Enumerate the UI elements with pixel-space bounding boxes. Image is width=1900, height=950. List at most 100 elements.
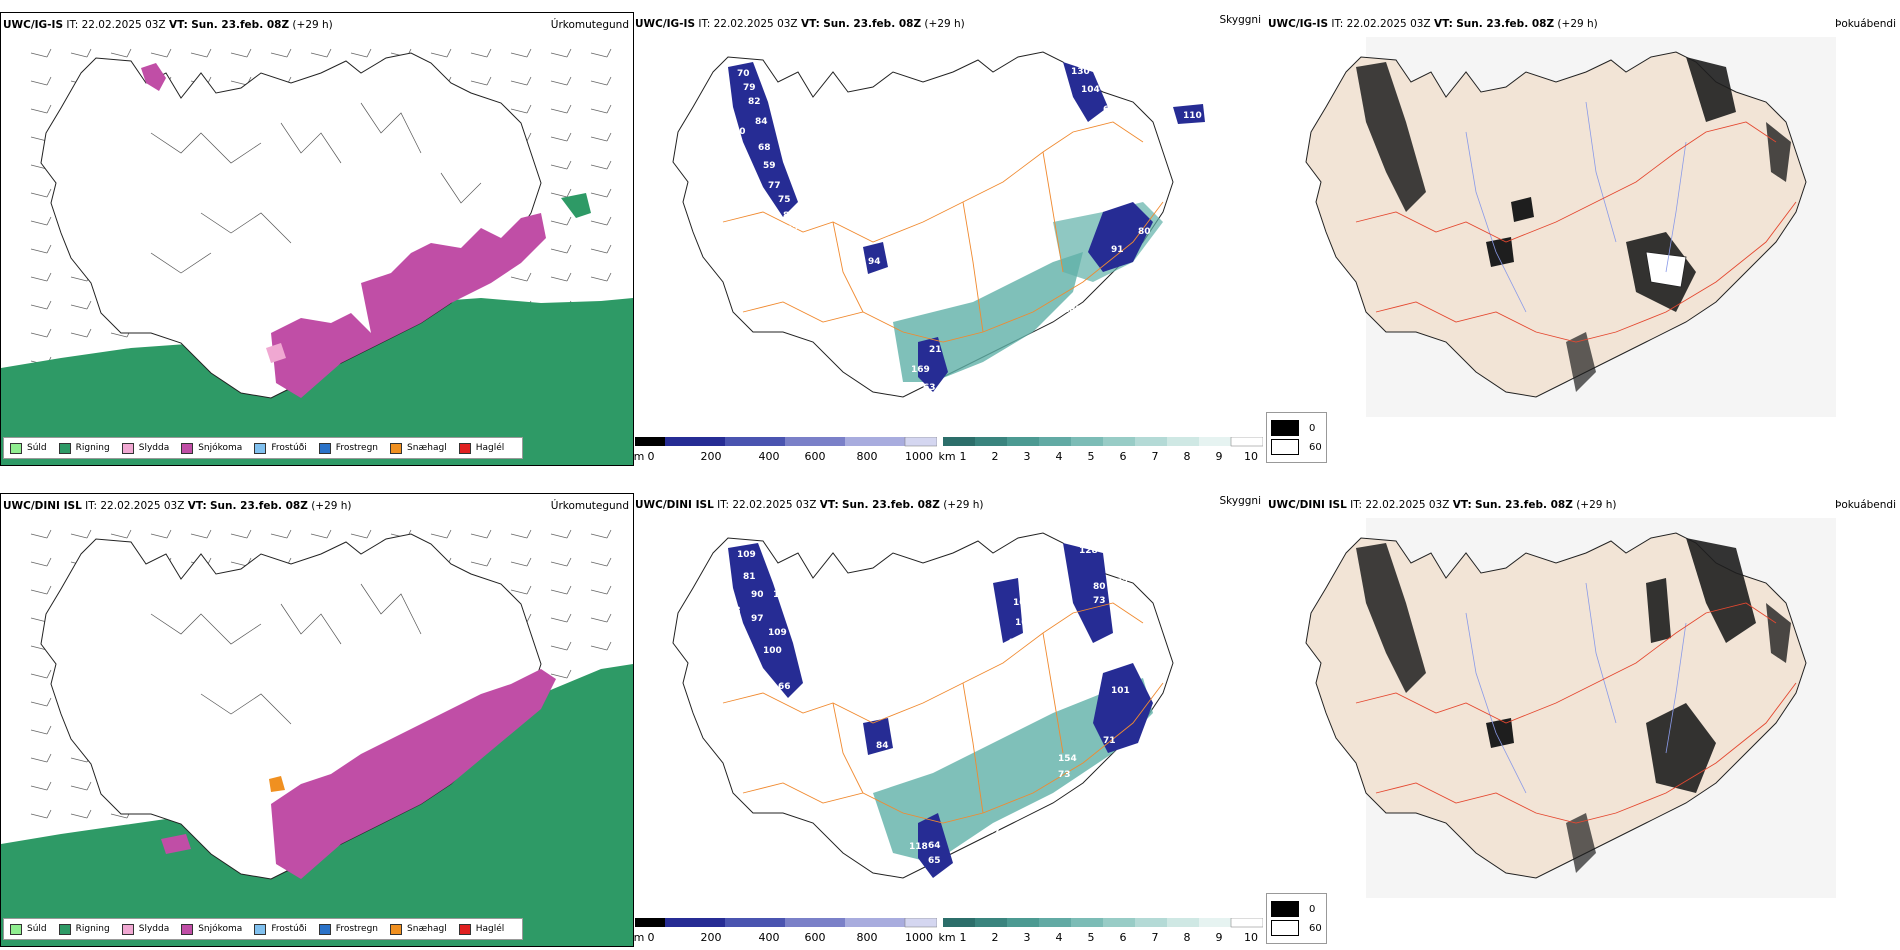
vis-label: 80 bbox=[1138, 227, 1151, 237]
fog-panel-top: UWC/IG-IS IT: 22.02.2025 03Z VT: Sun. 23… bbox=[1266, 12, 1900, 464]
cloud-base-gradient bbox=[635, 436, 938, 447]
legend-item-freezing-rain: Frostregn bbox=[318, 923, 378, 935]
wind-barb bbox=[30, 557, 52, 567]
legend-item-snow: Snjókoma bbox=[181, 923, 242, 935]
visibility-labels: 70 79 82 84 70 68 59 77 75 86 32 94 18 9… bbox=[733, 67, 1202, 393]
wind-barb bbox=[270, 48, 292, 58]
rain-area-east bbox=[561, 193, 591, 218]
wind-barb bbox=[510, 48, 532, 58]
roads bbox=[722, 121, 1164, 343]
legend-item-frost-drizzle: Frostúði bbox=[254, 442, 307, 454]
vis-label: 84 bbox=[876, 741, 889, 751]
cbar-tick: 6 bbox=[1119, 450, 1127, 463]
visibility-gradient bbox=[943, 436, 1264, 447]
cbar-tick: 800 bbox=[856, 931, 878, 944]
wind-barb bbox=[230, 48, 252, 58]
wind-barb bbox=[190, 48, 212, 58]
cbar-tick: 9 bbox=[1215, 931, 1223, 944]
wind-barb bbox=[150, 529, 172, 539]
vis-label: 91 bbox=[1111, 245, 1124, 255]
vis-label: 65 bbox=[928, 856, 941, 866]
vis-label: 60 bbox=[1143, 260, 1156, 270]
wind-barb bbox=[230, 529, 252, 539]
cloud-base-gradient bbox=[635, 917, 938, 928]
wind-barb bbox=[590, 557, 612, 567]
legend-item-hail: Haglél bbox=[458, 923, 504, 935]
wind-barb bbox=[470, 529, 492, 539]
vis-label: 104 bbox=[1081, 85, 1100, 95]
wind-barb bbox=[30, 585, 52, 595]
cloud-base-colorbar: m 0 200 400 600 800 1000 bbox=[634, 917, 938, 945]
wind-barb bbox=[510, 272, 532, 282]
cbar-tick: 2 bbox=[991, 450, 999, 463]
vis-label: 21 bbox=[929, 345, 942, 355]
wind-barb bbox=[590, 529, 612, 539]
vis-label: 75 bbox=[778, 195, 791, 205]
visibility-panel-bottom: UWC/DINI ISL IT: 22.02.2025 03Z VT: Sun.… bbox=[633, 493, 1265, 945]
wind-barb bbox=[30, 328, 52, 338]
vis-label: 73 bbox=[1093, 596, 1106, 606]
vis-label: 18 bbox=[1113, 621, 1126, 631]
wind-barb bbox=[310, 48, 332, 58]
fog-legend-item: 60 bbox=[1271, 439, 1322, 455]
wind-barb bbox=[30, 529, 52, 539]
wind-barb bbox=[470, 48, 492, 58]
fog-map bbox=[1305, 518, 1836, 898]
vis-label: 64 bbox=[928, 841, 941, 851]
wind-barb bbox=[550, 529, 572, 539]
wind-barb bbox=[350, 48, 372, 58]
wind-barb bbox=[110, 529, 132, 539]
wind-barb bbox=[590, 641, 612, 651]
cloud-ne bbox=[1063, 62, 1108, 122]
wind-barb bbox=[30, 216, 52, 226]
vis-label: 100 bbox=[763, 646, 782, 656]
vis-label: 109 bbox=[737, 550, 756, 560]
vis-label: 71 bbox=[1103, 736, 1116, 746]
fog-legend: 0 60 bbox=[1266, 893, 1327, 944]
vis-label: 110 bbox=[1183, 111, 1202, 121]
cbar-tick: 1000 bbox=[905, 931, 933, 944]
legend-item-snow: Snjókoma bbox=[181, 442, 242, 454]
vis-label: 18 bbox=[935, 257, 948, 267]
vis-label: 70 bbox=[733, 127, 746, 137]
wind-barb bbox=[590, 132, 612, 142]
wind-barb bbox=[70, 781, 92, 791]
wind-barb bbox=[510, 76, 532, 86]
wind-barb bbox=[590, 585, 612, 595]
vis-label: 61 bbox=[1143, 277, 1156, 287]
cbar-tick: 8 bbox=[1183, 931, 1191, 944]
wind-barb bbox=[590, 104, 612, 114]
legend-item-drizzle: Súld bbox=[10, 442, 47, 454]
fog-dark-areas bbox=[1356, 57, 1791, 392]
panel-title: UWC/IG-IS IT: 22.02.2025 03Z VT: Sun. 23… bbox=[1268, 18, 1598, 30]
cbar-tick: 1 bbox=[959, 450, 967, 463]
vis-label: 182 bbox=[1063, 305, 1082, 315]
cbar-tick: 800 bbox=[856, 450, 878, 463]
precip-map bbox=[1, 529, 633, 946]
roads bbox=[1355, 602, 1797, 824]
vis-label: 32 bbox=[786, 225, 799, 235]
wind-barb bbox=[550, 641, 572, 651]
cloud-e-offshore bbox=[1173, 104, 1205, 124]
snow-area bbox=[271, 669, 556, 879]
vis-label: 93 bbox=[891, 724, 904, 734]
cbar-tick: 10 bbox=[1244, 931, 1258, 944]
vis-label: 94 bbox=[868, 257, 881, 267]
wind-barb bbox=[590, 216, 612, 226]
cbar-tick: 7 bbox=[1151, 450, 1159, 463]
cloud-north bbox=[993, 578, 1023, 643]
wind-barb bbox=[270, 529, 292, 539]
legend-item-drizzle: Súld bbox=[10, 923, 47, 935]
vis-label: 73 bbox=[1058, 770, 1071, 780]
wind-barb bbox=[590, 244, 612, 254]
cbar-tick: 1 bbox=[959, 931, 967, 944]
wind-barb bbox=[510, 529, 532, 539]
wind-barb bbox=[550, 104, 572, 114]
wind-barb bbox=[350, 529, 372, 539]
roads bbox=[722, 602, 1164, 824]
wind-barb bbox=[550, 132, 572, 142]
vis-label: 81 bbox=[743, 572, 756, 582]
wind-barb bbox=[30, 48, 52, 58]
rivers bbox=[1465, 582, 1687, 794]
wind-barb bbox=[30, 76, 52, 86]
